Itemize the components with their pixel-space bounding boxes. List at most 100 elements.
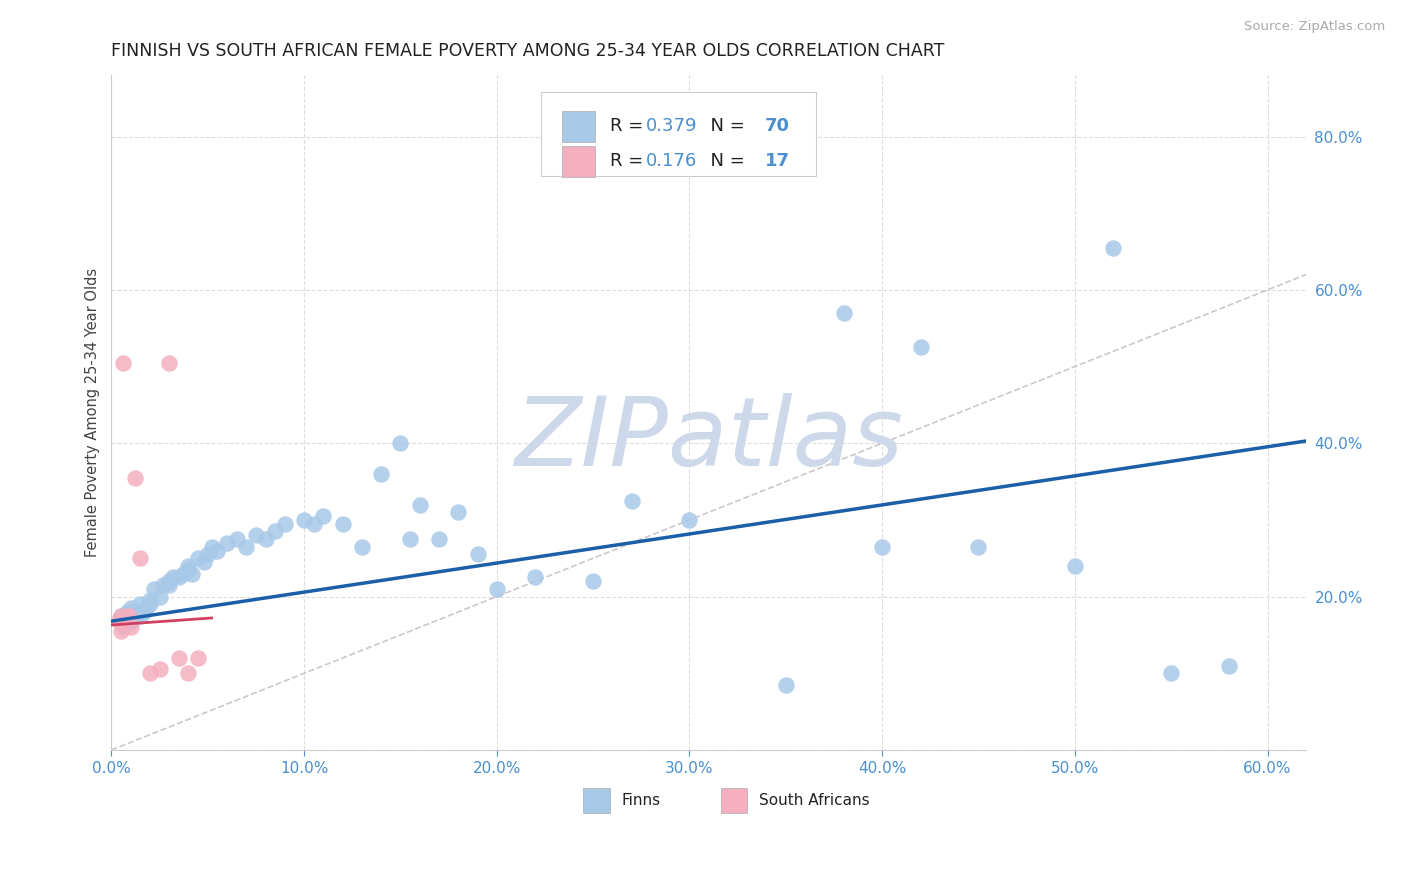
Point [149, 590, 172, 604]
Point [370, 467, 392, 481]
Point [139, 666, 162, 681]
Point [207, 543, 229, 558]
Text: South Africans: South Africans [759, 793, 869, 808]
Point [332, 516, 354, 531]
Text: R =: R = [610, 118, 648, 136]
Point [110, 616, 132, 631]
Point [245, 528, 267, 542]
Point [120, 620, 142, 634]
Point [110, 624, 132, 639]
Text: N =: N = [699, 118, 751, 136]
Point [135, 601, 157, 615]
FancyBboxPatch shape [721, 788, 747, 814]
Text: ZIPatlas: ZIPatlas [515, 393, 903, 486]
Point [118, 616, 141, 631]
Point [120, 613, 142, 627]
Point [157, 574, 180, 589]
Point [582, 574, 605, 589]
Point [620, 493, 643, 508]
Text: 17: 17 [765, 153, 790, 170]
Text: 70: 70 [765, 118, 790, 136]
Text: R =: R = [610, 153, 648, 170]
Point [162, 570, 184, 584]
Point [157, 356, 180, 370]
Point [177, 563, 200, 577]
Point [177, 666, 200, 681]
Point [114, 613, 136, 627]
Text: Source: ZipAtlas.com: Source: ZipAtlas.com [1244, 20, 1385, 33]
Point [125, 605, 148, 619]
Point [110, 608, 132, 623]
Point [409, 498, 432, 512]
Point [215, 536, 238, 550]
Point [254, 532, 277, 546]
Point [1063, 558, 1085, 573]
Point [149, 663, 172, 677]
Point [389, 436, 412, 450]
Y-axis label: Female Poverty Among 25-34 Year Olds: Female Poverty Among 25-34 Year Olds [86, 268, 100, 558]
Point [399, 532, 422, 546]
FancyBboxPatch shape [562, 146, 595, 177]
Point [110, 616, 132, 631]
Point [111, 356, 134, 370]
Point [167, 651, 190, 665]
Point [274, 516, 297, 531]
Point [447, 505, 470, 519]
Point [108, 613, 131, 627]
Point [120, 601, 142, 615]
Point [110, 613, 132, 627]
Point [177, 558, 200, 573]
Point [134, 605, 156, 619]
Point [115, 605, 138, 619]
Point [1160, 666, 1182, 681]
Point [485, 582, 508, 596]
Point [302, 516, 325, 531]
Point [427, 532, 450, 546]
Point [157, 578, 180, 592]
Point [118, 608, 141, 623]
Point [832, 306, 855, 320]
Point [115, 608, 138, 623]
Point [172, 566, 194, 581]
Point [197, 548, 219, 562]
Point [193, 555, 215, 569]
Point [111, 620, 134, 634]
Point [524, 570, 547, 584]
Point [967, 540, 990, 554]
Point [292, 513, 315, 527]
Point [124, 608, 146, 623]
Point [120, 608, 142, 623]
FancyBboxPatch shape [583, 788, 610, 814]
Point [1102, 241, 1125, 255]
Point [142, 582, 165, 596]
Point [201, 540, 224, 554]
Text: Finns: Finns [621, 793, 661, 808]
Point [910, 340, 932, 354]
Point [1218, 658, 1240, 673]
Point [225, 532, 247, 546]
Point [118, 608, 141, 623]
Point [350, 540, 373, 554]
Point [114, 608, 136, 623]
Point [124, 471, 146, 485]
Point [264, 524, 287, 539]
FancyBboxPatch shape [562, 112, 595, 142]
Text: 0.379: 0.379 [645, 118, 697, 136]
Point [129, 608, 152, 623]
Point [467, 548, 489, 562]
Text: N =: N = [699, 153, 751, 170]
Point [139, 593, 162, 607]
Point [110, 608, 132, 623]
Point [129, 597, 152, 611]
Point [120, 605, 142, 619]
Point [167, 570, 190, 584]
Point [187, 651, 209, 665]
Point [187, 551, 209, 566]
Point [139, 597, 162, 611]
Text: 0.176: 0.176 [645, 153, 696, 170]
Point [870, 540, 893, 554]
Point [678, 513, 700, 527]
Point [775, 678, 797, 692]
Point [312, 509, 335, 524]
FancyBboxPatch shape [541, 92, 817, 177]
